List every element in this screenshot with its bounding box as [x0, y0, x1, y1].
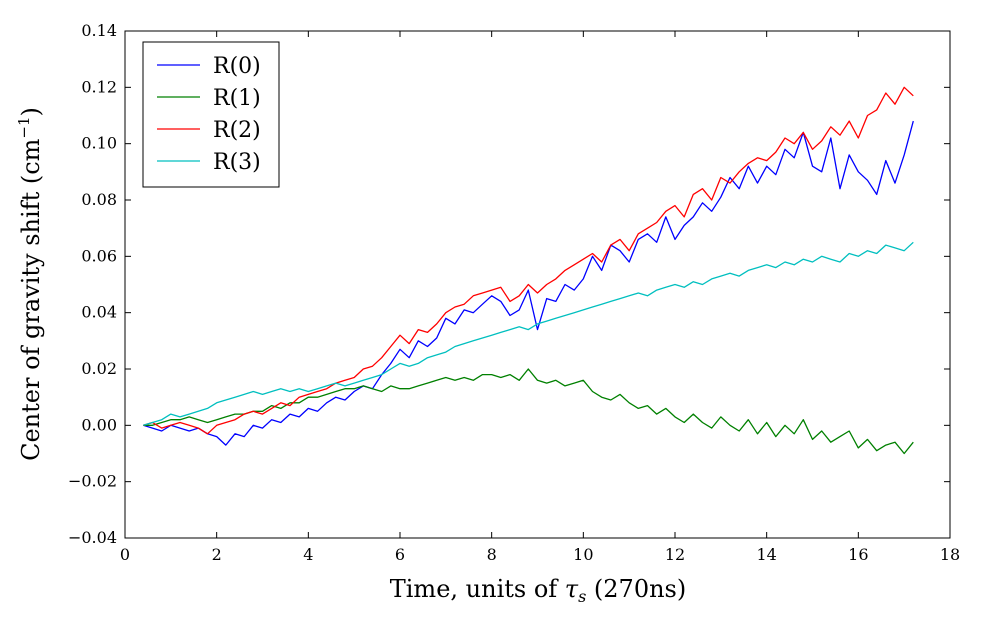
y-axis-title-superscript: −1 — [15, 116, 33, 138]
series-line-r1 — [143, 368, 914, 455]
y-tick-label: −0.04 — [68, 528, 117, 547]
y-axis-title: Center of gravity shift (cm−1) — [15, 107, 45, 461]
legend-label: R(0) — [213, 54, 261, 79]
x-tick-label: 4 — [303, 545, 313, 564]
series-layer — [143, 86, 914, 455]
x-axis-title-main: Time, units of — [390, 575, 565, 603]
x-tick-label: 0 — [120, 545, 130, 564]
y-tick-label: 0.02 — [81, 359, 117, 378]
x-tick-label: 16 — [848, 545, 868, 564]
x-axis-title-subscript: s — [578, 587, 586, 606]
y-axis-title-main: Center of gravity shift (cm — [17, 138, 45, 461]
y-tick-label: 0.06 — [81, 246, 117, 265]
x-tick-label: 6 — [395, 545, 405, 564]
x-axis-title-symbol: τ — [565, 575, 579, 603]
plot-frame — [124, 30, 951, 539]
legend-label: R(1) — [213, 86, 261, 111]
x-tick-label: 2 — [212, 545, 222, 564]
x-tick-label: 14 — [756, 545, 776, 564]
y-axis-title-tail: ) — [17, 107, 45, 116]
ticks-layer — [124, 30, 951, 539]
x-axis-title: Time, units of τs (270ns) — [390, 575, 686, 606]
x-tick-label: 10 — [573, 545, 593, 564]
y-tick-label: 0.00 — [81, 415, 117, 434]
series-line-r3 — [143, 241, 914, 426]
x-tick-label: 12 — [665, 545, 685, 564]
legend-label: R(2) — [213, 118, 261, 143]
y-tick-label: 0.08 — [81, 190, 117, 209]
x-tick-label: 18 — [940, 545, 960, 564]
tick-labels-layer: 0 2 4 6 8 10 12 14 16 18 −0.04 −0.02 0.00 0.02 0.04 0.0… — [68, 21, 960, 564]
y-tick-label: −0.02 — [68, 472, 117, 491]
y-tick-label: 0.04 — [81, 303, 117, 322]
y-tick-label: 0.10 — [81, 134, 117, 153]
y-tick-label: 0.14 — [81, 21, 117, 40]
series-line-r0 — [143, 120, 914, 446]
x-tick-label: 8 — [487, 545, 497, 564]
legend-label: R(3) — [213, 150, 261, 175]
y-tick-label: 0.12 — [81, 77, 117, 96]
x-axis-title-tail: (270ns) — [586, 575, 686, 603]
series-line-r2 — [143, 86, 914, 435]
legend-box — [142, 41, 280, 188]
legend: R(0) R(1) R(2) R(3) — [142, 41, 280, 188]
